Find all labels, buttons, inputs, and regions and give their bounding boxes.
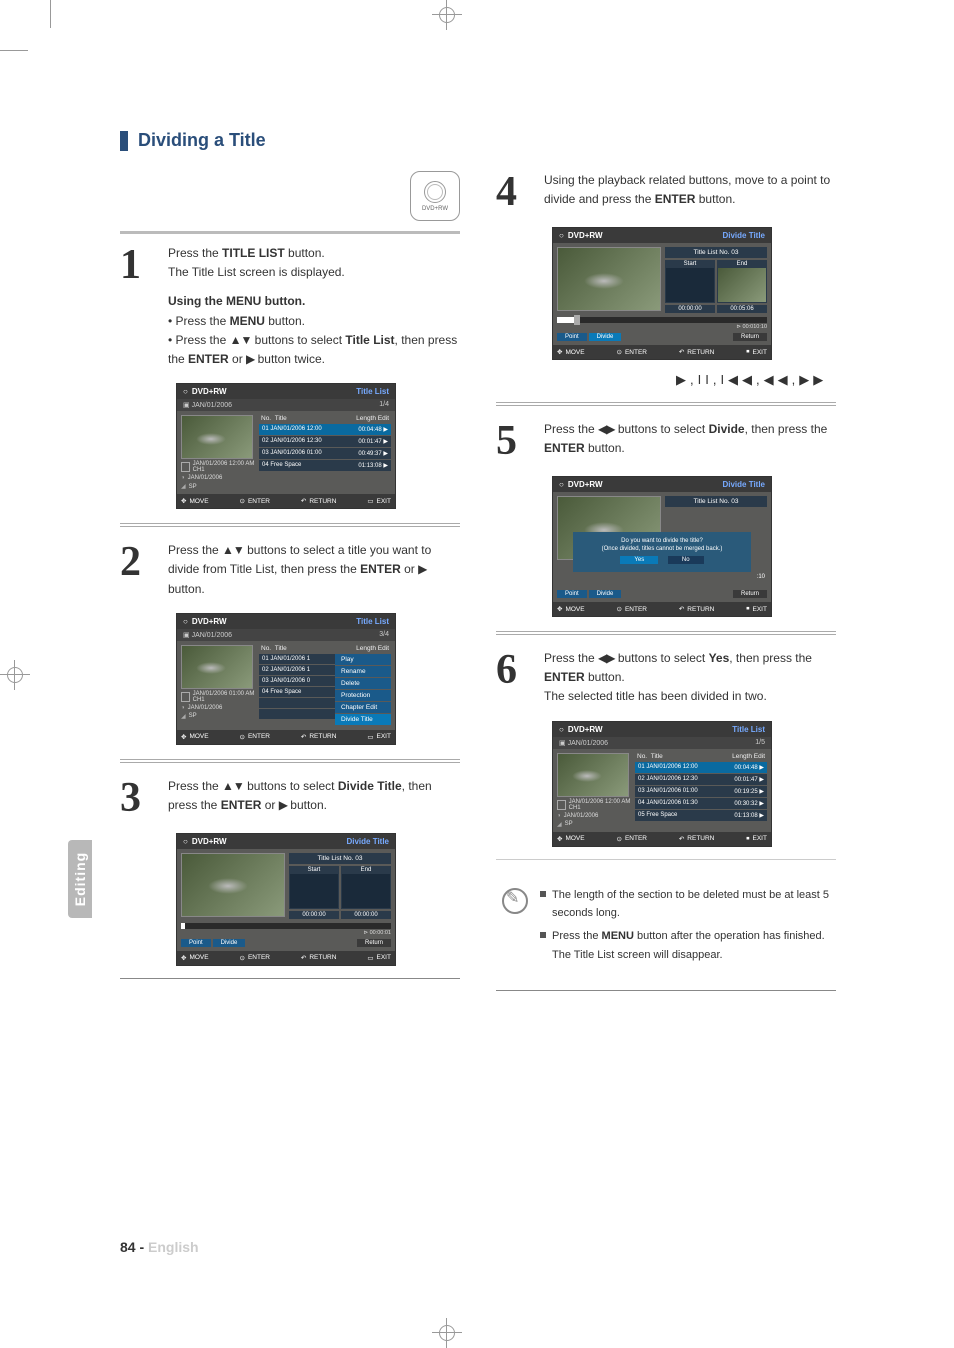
crop-mark: [0, 50, 28, 51]
menu-item: Play: [335, 654, 391, 665]
yes-button: Yes: [620, 556, 658, 564]
note-box: The length of the section to be deleted …: [496, 878, 836, 983]
transport-keys: ▶,II,I◀◀,◀◀,▶▶: [676, 372, 836, 388]
thumbnail: [557, 247, 661, 311]
step-3: 3 Press the ▲▼ buttons to select Divide …: [120, 777, 460, 819]
list-row: 04 Free Space01:13:08 ▶: [259, 460, 391, 471]
confirm-dialog: Do you want to divide the title? (Once d…: [573, 532, 751, 572]
section-title: Dividing a Title: [138, 130, 266, 151]
right-column: 4 Using the playback related buttons, mo…: [496, 171, 836, 999]
left-column: DVD+RW 1 Press the TITLE LIST button. Th…: [120, 171, 460, 999]
ui-title-list-panel-2: DVD+RWTitle List ▣ JAN/01/20063/4 JAN/01…: [176, 613, 396, 745]
disc-badge: DVD+RW: [410, 171, 460, 221]
thumbnail: [181, 853, 285, 917]
note-icon: [500, 886, 530, 916]
divider: [496, 990, 836, 991]
page-number: 84 - English: [120, 1239, 199, 1255]
side-tab-label: Editing: [72, 852, 88, 906]
step-1: 1 Press the TITLE LIST button. The Title…: [120, 244, 460, 369]
list-row: 02 JAN/01/2006 1: [259, 665, 335, 675]
list-row: 01 JAN/01/2006 12:0000:04:48 ▶: [259, 424, 391, 435]
step-2: 2 Press the ▲▼ buttons to select a title…: [120, 541, 460, 599]
step-4: 4 Using the playback related buttons, mo…: [496, 171, 836, 213]
registration-mark: [432, 1318, 462, 1348]
divider: [120, 759, 460, 763]
list-row: [259, 709, 335, 719]
step-5: 5 Press the ◀▶ buttons to select Divide,…: [496, 420, 836, 462]
divider: [120, 231, 460, 234]
step-number: 2: [120, 541, 154, 599]
registration-mark: [432, 0, 462, 30]
thumbnail: [181, 415, 253, 459]
registration-mark: [0, 660, 30, 690]
note-text: Press the MENU button after the operatio…: [552, 927, 832, 964]
step-6: 6 Press the ◀▶ buttons to select Yes, th…: [496, 649, 836, 707]
side-tab-editing: Editing: [68, 840, 92, 918]
no-button: No: [668, 556, 704, 564]
disc-badge-label: DVD+RW: [422, 206, 448, 212]
divider: [120, 523, 460, 527]
list-row: 02 JAN/01/2006 12:3000:01:47 ▶: [259, 436, 391, 447]
list-row: 01 JAN/01/2006 12:0000:04:48 ▶: [635, 762, 767, 773]
step-body: Press the TITLE LIST button. The Title L…: [168, 244, 460, 369]
ui-title-list-panel-1: DVD+RWTitle List ▣ JAN/01/20061/4 JAN/01…: [176, 383, 396, 509]
ui-divide-panel-1: DVD+RWDivide Title Title List No. 03 Sta…: [176, 833, 396, 966]
menu-item: Divide Title: [335, 714, 391, 725]
list-row: [259, 698, 335, 708]
divider: [120, 978, 460, 979]
step-number: 4: [496, 171, 530, 213]
divider: [496, 859, 836, 860]
menu-item: Delete: [335, 678, 391, 689]
ui-title-list-panel-final: DVD+RWTitle List ▣ JAN/01/20061/5 JAN/01…: [552, 721, 772, 847]
divider: [496, 631, 836, 635]
list-row: 03 JAN/01/2006 01:0000:49:37 ▶: [259, 448, 391, 459]
divide-button: Divide: [589, 333, 622, 341]
sub-heading: Using the MENU button.: [168, 294, 305, 308]
list-row: 03 JAN/01/2006 0: [259, 676, 335, 686]
crop-mark: [50, 0, 51, 28]
section-accent-bar: [120, 131, 128, 151]
list-row: 03 JAN/01/2006 01:0000:19:25 ▶: [635, 786, 767, 797]
divide-button: Divide: [213, 939, 246, 947]
ui-divide-dialog-panel: DVD+RWDivide Title Title List No. 03 Do …: [552, 476, 772, 617]
step-number: 1: [120, 244, 154, 369]
thumbnail: [557, 753, 629, 797]
return-button: Return: [357, 939, 391, 947]
point-button: Point: [557, 333, 587, 341]
list-row: 05 Free Space01:13:08 ▶: [635, 810, 767, 821]
note-text: The length of the section to be deleted …: [552, 886, 832, 923]
menu-item: Chapter Edit: [335, 702, 391, 713]
step-number: 6: [496, 649, 530, 707]
list-row: 02 JAN/01/2006 12:3000:01:47 ▶: [635, 774, 767, 785]
menu-item: Protection: [335, 690, 391, 701]
point-button: Point: [181, 939, 211, 947]
list-row: 04 JAN/01/2006 01:3000:30:32 ▶: [635, 798, 767, 809]
step-number: 5: [496, 420, 530, 462]
ui-divide-panel-2: DVD+RWDivide Title Title List No. 03 Sta…: [552, 227, 772, 360]
list-row: 01 JAN/01/2006 1: [259, 654, 335, 664]
thumbnail: [181, 645, 253, 689]
list-row: 04 Free Space: [259, 687, 335, 697]
menu-item: Rename: [335, 666, 391, 677]
divider: [496, 402, 836, 406]
return-button: Return: [733, 333, 767, 341]
step-number: 3: [120, 777, 154, 819]
